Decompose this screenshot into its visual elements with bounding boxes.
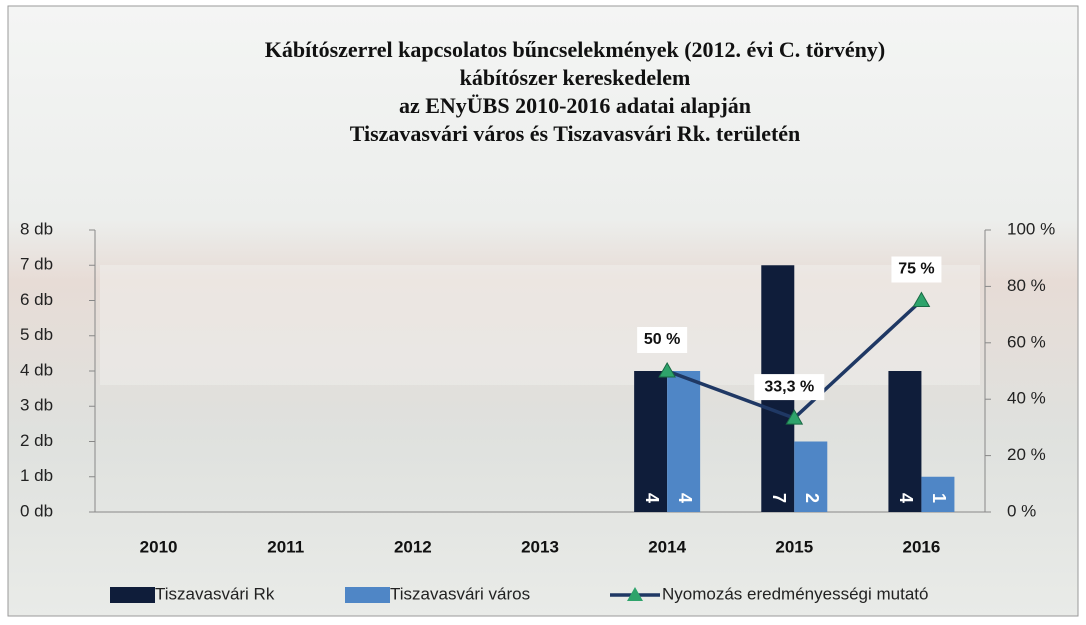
y-tick-label: 7 db [20,255,53,274]
y-tick-label: 5 db [20,325,53,344]
bar-value-label: 4 [896,493,916,503]
x-tick-label: 2012 [394,537,432,556]
bar [634,371,667,512]
y-tick-label: 8 db [20,219,53,238]
y-tick-label: 0 db [20,501,53,520]
x-tick-label: 2011 [267,537,304,556]
y-tick-label: 1 db [20,466,53,485]
y2-tick-label: 20 % [1007,445,1046,464]
chart-title: Tiszavasvári város és Tiszavasvári Rk. t… [350,121,801,146]
value-label: 50 % [644,331,680,348]
chart-title: kábítószer kereskedelem [460,65,691,90]
x-tick-label: 2016 [903,537,941,556]
legend-label: Tiszavasvári Rk [155,584,275,603]
x-tick-label: 2010 [140,537,178,556]
y2-tick-label: 0 % [1007,501,1036,520]
bar-value-label: 4 [675,493,695,503]
x-tick-label: 2015 [775,537,813,556]
y2-tick-label: 80 % [1007,276,1046,295]
legend-swatch [345,587,390,603]
y-tick-label: 2 db [20,431,53,450]
bar-value-label: 2 [802,493,822,503]
bar-value-label: 7 [769,493,789,503]
y2-tick-label: 40 % [1007,389,1046,408]
x-tick-label: 2013 [521,537,559,556]
value-label: 33,3 % [764,378,814,395]
value-label: 75 % [898,261,934,278]
y-tick-label: 6 db [20,290,53,309]
x-tick-label: 2014 [648,537,686,556]
chart-title: az ENyÜBS 2010-2016 adatai alapján [399,93,751,118]
y-tick-label: 3 db [20,396,53,415]
y-tick-label: 4 db [20,360,53,379]
legend-label: Nyomozás eredményességi mutató [662,584,928,603]
bar [667,371,700,512]
bar-value-label: 4 [642,493,662,503]
y2-tick-label: 100 % [1007,219,1055,238]
legend-swatch [110,587,155,603]
chart-title: Kábítószerrel kapcsolatos bűncselekménye… [265,37,885,62]
y2-tick-label: 60 % [1007,332,1046,351]
bar [888,371,921,512]
legend-label: Tiszavasvári város [390,584,530,603]
bar-value-label: 1 [929,493,949,503]
chart: Kábítószerrel kapcsolatos bűncselekménye… [0,0,1086,625]
